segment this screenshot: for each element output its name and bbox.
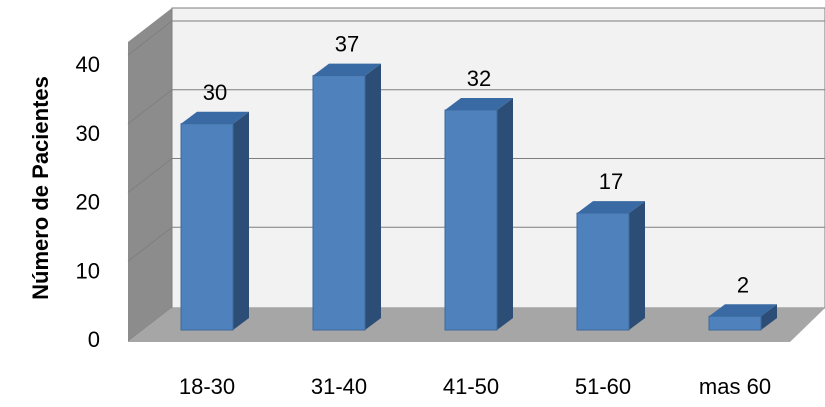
data-label: 2 xyxy=(737,272,749,297)
bar-top xyxy=(709,304,777,317)
y-tick-label: 40 xyxy=(76,52,100,77)
x-tick-label: 41-50 xyxy=(443,374,499,399)
bar-front xyxy=(312,75,366,331)
gridline-side xyxy=(127,89,173,125)
x-axis-ticks: 18-30 31-40 41-50 51-60 mas 60 xyxy=(179,374,771,399)
bar: 17 xyxy=(576,169,645,331)
bar: 30 xyxy=(180,80,249,331)
y-axis-label: Número de Pacientes xyxy=(28,76,53,300)
bar-top xyxy=(313,63,381,76)
bar-side xyxy=(629,201,645,330)
data-label: 37 xyxy=(335,32,359,57)
bar-side xyxy=(233,111,249,330)
data-label: 30 xyxy=(203,80,227,105)
y-tick-label: 0 xyxy=(88,327,100,352)
bar: 2 xyxy=(708,272,777,331)
y-tick-label: 20 xyxy=(76,190,100,215)
x-tick-label: 18-30 xyxy=(179,374,235,399)
data-label: 17 xyxy=(599,169,623,194)
bar: 37 xyxy=(312,32,381,331)
bar: 32 xyxy=(444,66,513,331)
gridline-side xyxy=(127,158,173,193)
bar-top xyxy=(577,201,645,214)
data-label: 32 xyxy=(467,66,491,91)
y-tick-label: 10 xyxy=(76,258,100,283)
bar-side xyxy=(761,304,777,330)
y-axis-ticks: 0 10 20 30 40 xyxy=(76,52,100,352)
bar-side xyxy=(497,98,513,330)
x-tick-label: 51-60 xyxy=(575,374,631,399)
bar-front xyxy=(708,315,762,331)
gridline-side xyxy=(127,20,173,56)
bar-top xyxy=(445,98,513,110)
gridline-side xyxy=(127,226,173,262)
bar-side xyxy=(365,63,381,330)
bar-front xyxy=(576,212,630,331)
bar-top xyxy=(181,111,249,124)
bar-front xyxy=(444,109,498,331)
x-tick-label: mas 60 xyxy=(699,374,771,399)
bars: 30 37 32 17 2 xyxy=(180,32,777,331)
bar-front xyxy=(180,123,234,331)
x-tick-label: 31-40 xyxy=(311,374,367,399)
y-tick-label: 30 xyxy=(76,121,100,146)
